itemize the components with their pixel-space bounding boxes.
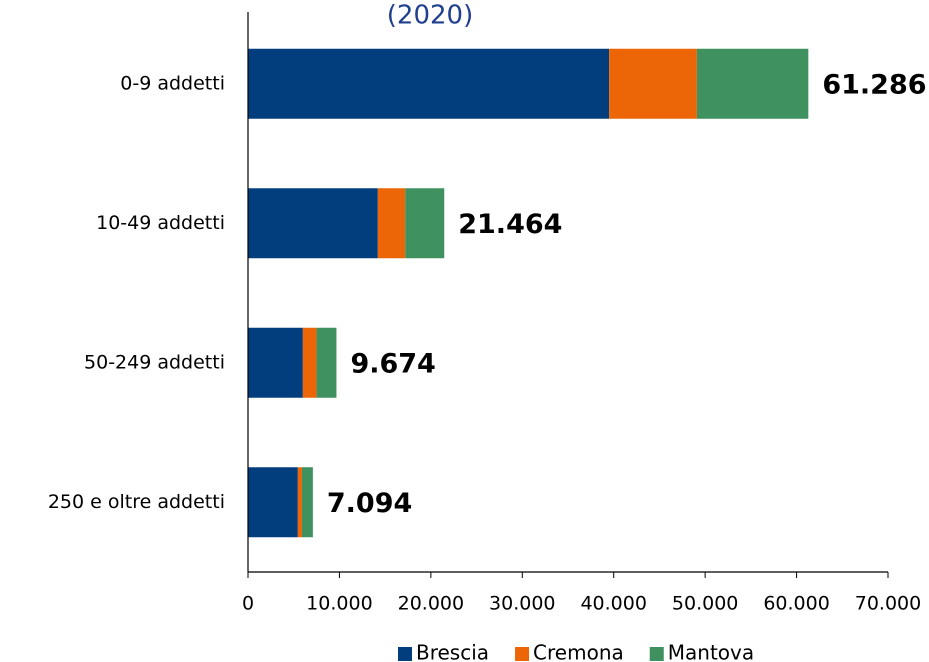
y-tick-label: 250 e oltre addetti [48, 491, 225, 513]
legend-label: Brescia [416, 641, 489, 662]
bar-segment [377, 188, 406, 259]
x-tick-label: 60.000 [763, 593, 829, 615]
legend-swatch [649, 647, 664, 661]
x-tick-label: 40.000 [580, 593, 646, 615]
y-tick-label: 50-249 addetti [84, 351, 225, 373]
bar-segment [301, 467, 313, 538]
total-label: 61.286 [822, 69, 926, 100]
x-tick-label: 10.000 [306, 593, 372, 615]
bar-segment [297, 467, 302, 538]
legend-label: Cremona [533, 641, 624, 662]
bar-segment [248, 467, 298, 538]
bar-segment [609, 48, 697, 119]
x-tick-label: 0 [242, 593, 254, 615]
x-tick-label: 20.000 [398, 593, 464, 615]
total-label: 7.094 [327, 488, 412, 519]
bar-segment [248, 48, 610, 119]
bar-segment [696, 48, 809, 119]
x-tick-label: 30.000 [489, 593, 555, 615]
chart-title: (2020) [387, 1, 473, 31]
legend-swatch [515, 647, 530, 661]
legend-swatch [398, 647, 412, 661]
bar-segment [248, 327, 303, 398]
total-label: 9.674 [350, 348, 435, 379]
y-tick-label: 0-9 addetti [120, 72, 225, 94]
bar-segment [248, 188, 378, 259]
x-tick-label: 50.000 [672, 593, 738, 615]
total-label: 21.464 [458, 209, 562, 240]
x-tick-label: 70.000 [855, 593, 921, 615]
bar-segment [302, 327, 317, 398]
bar-segment [405, 188, 445, 259]
y-tick-label: 10-49 addetti [96, 212, 225, 234]
legend-label: Mantova [668, 641, 754, 662]
bar-segment [316, 327, 337, 398]
